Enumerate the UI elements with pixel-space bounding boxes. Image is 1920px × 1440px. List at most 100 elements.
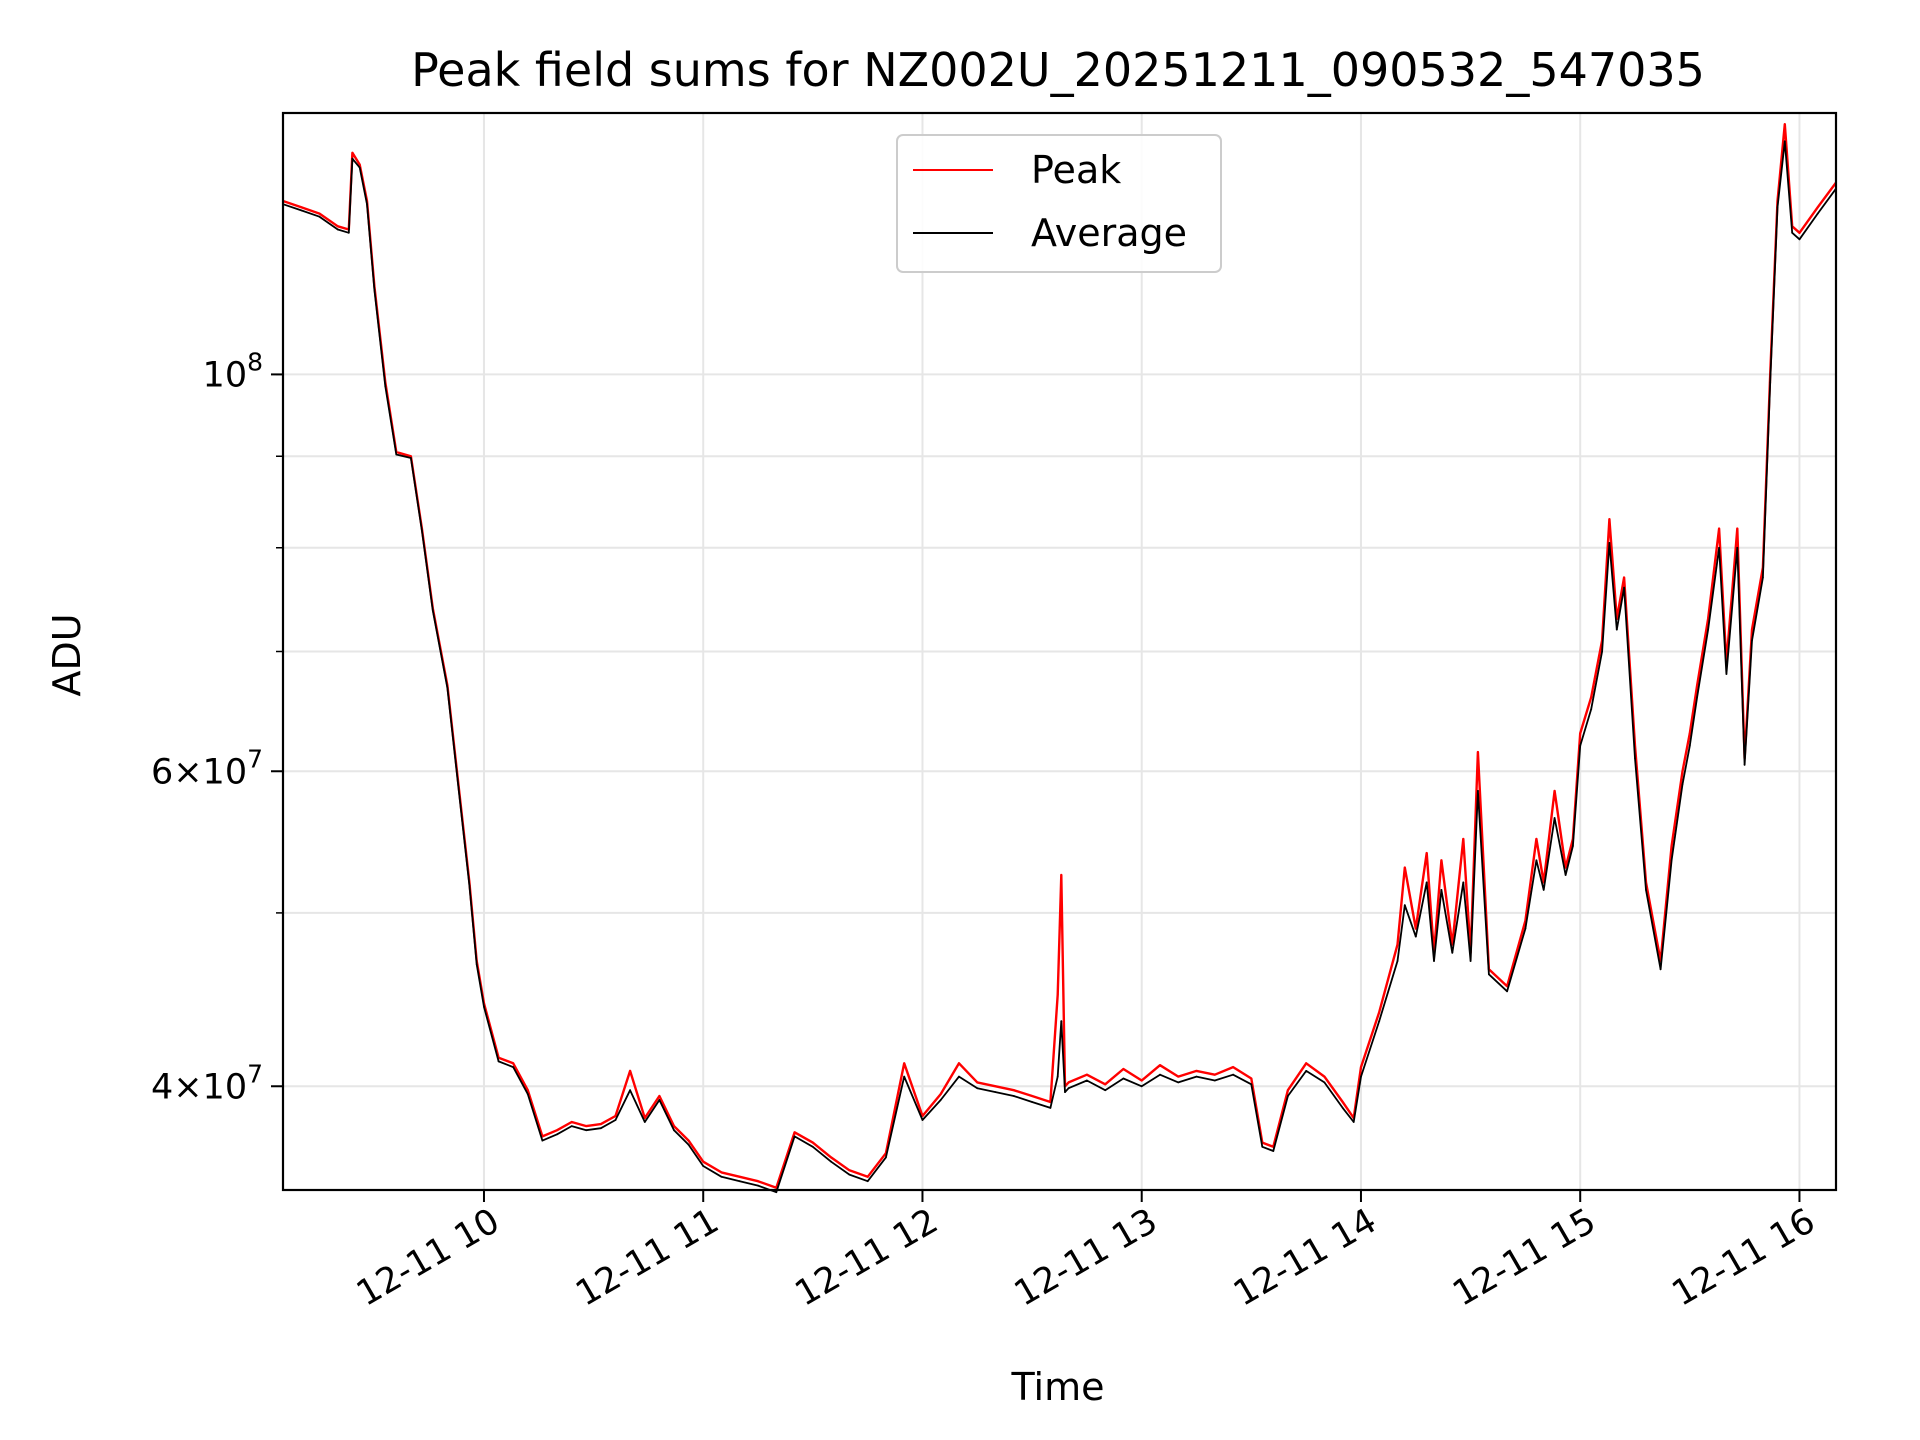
legend: Peak Average — [896, 134, 1222, 273]
data-point-peak — [1681, 770, 1684, 773]
legend-label-peak: Peak — [1031, 148, 1121, 192]
data-point-average — [1440, 889, 1443, 891]
data-point-average — [1232, 1073, 1234, 1076]
data-point-average — [483, 1006, 485, 1008]
data-point-peak — [1707, 618, 1709, 620]
data-point-average — [1403, 904, 1406, 907]
data-point-peak — [358, 163, 361, 166]
data-point-average — [1659, 968, 1662, 971]
data-point-average — [1743, 763, 1746, 766]
legend-label-average: Average — [1031, 211, 1187, 255]
data-point-peak — [1031, 1095, 1033, 1097]
data-point-peak — [1553, 790, 1556, 792]
data-point-average — [1396, 960, 1399, 962]
data-point-average — [1195, 1075, 1198, 1078]
data-point-average — [1762, 576, 1764, 579]
data-point-average — [395, 453, 398, 456]
data-point-peak — [1462, 838, 1465, 840]
data-point-peak — [1608, 518, 1611, 521]
data-point-average — [1542, 889, 1545, 891]
data-point-average — [1688, 744, 1691, 747]
data-point-peak — [1670, 845, 1673, 847]
data-point-peak — [1688, 732, 1691, 735]
data-point-peak — [1360, 1066, 1362, 1068]
data-point-average — [830, 1160, 832, 1163]
data-point-peak — [1425, 852, 1428, 854]
data-point-average — [1060, 1020, 1063, 1022]
data-point-average — [384, 385, 387, 387]
x-axis-label: Time — [1011, 1365, 1105, 1409]
data-point-peak — [1140, 1079, 1143, 1082]
data-point-average — [994, 1091, 997, 1093]
data-point-peak — [318, 212, 321, 215]
data-point-peak — [351, 151, 354, 154]
data-point-average — [702, 1165, 705, 1167]
data-point-average — [468, 884, 471, 887]
data-point-average — [1272, 1150, 1275, 1152]
data-point-average — [1488, 973, 1490, 976]
data-point-peak — [512, 1062, 515, 1065]
data-point-peak — [939, 1093, 942, 1095]
data-point-average — [939, 1099, 942, 1101]
data-point-peak — [1798, 231, 1801, 234]
data-point-average — [1798, 238, 1801, 241]
y-tick-label: 4×107 — [151, 1059, 263, 1107]
data-point-peak — [1396, 943, 1399, 946]
data-point-average — [1707, 628, 1709, 631]
data-point-peak — [1250, 1077, 1253, 1080]
data-point-average — [431, 609, 434, 612]
data-point-peak — [738, 1175, 741, 1178]
data-point-average — [1564, 874, 1567, 876]
data-point-average — [526, 1093, 529, 1095]
data-point-average — [1553, 817, 1556, 819]
data-point-average — [1524, 927, 1527, 930]
data-point-peak — [1696, 684, 1698, 687]
data-point-average — [1341, 1107, 1344, 1109]
data-point-average — [1769, 381, 1772, 384]
data-point-average — [1159, 1073, 1161, 1076]
data-point-average — [1414, 935, 1417, 938]
data-point-peak — [1736, 527, 1739, 530]
data-point-average — [1462, 881, 1465, 884]
data-point-average — [1177, 1081, 1180, 1084]
data-point-peak — [1718, 527, 1720, 530]
data-point-average — [720, 1175, 723, 1178]
data-point-average — [556, 1133, 558, 1136]
data-point-peak — [994, 1085, 997, 1088]
data-point-average — [1287, 1095, 1289, 1097]
data-point-peak — [687, 1139, 690, 1142]
data-point-peak — [1104, 1083, 1107, 1086]
data-point-peak — [1751, 628, 1753, 631]
data-point-peak — [1535, 838, 1538, 840]
data-point-average — [1670, 859, 1673, 862]
data-point-peak — [830, 1156, 832, 1159]
data-point-peak — [1159, 1064, 1161, 1067]
data-point-average — [1012, 1095, 1015, 1097]
data-point-average — [585, 1129, 588, 1132]
data-point-average — [1725, 673, 1728, 675]
data-point-average — [1696, 696, 1698, 699]
data-point-average — [1608, 542, 1611, 544]
data-point-peak — [336, 225, 339, 228]
data-point-average — [347, 231, 350, 234]
data-point-average — [643, 1121, 646, 1123]
data-point-average — [475, 963, 478, 966]
data-point-peak — [1579, 732, 1582, 735]
data-point-average — [1086, 1079, 1088, 1082]
data-point-average — [1122, 1077, 1125, 1080]
data-point-average — [1378, 1020, 1381, 1022]
data-point-average — [1250, 1083, 1253, 1086]
data-point-average — [358, 166, 361, 169]
data-point-average — [658, 1099, 661, 1101]
data-point-peak — [1590, 696, 1593, 699]
data-point-average — [687, 1143, 690, 1146]
data-point-average — [775, 1191, 778, 1194]
data-point-average — [866, 1180, 869, 1183]
data-point-peak — [1213, 1073, 1216, 1076]
data-point-average — [903, 1075, 906, 1078]
data-point-average — [351, 157, 354, 160]
data-point-average — [1352, 1121, 1355, 1123]
data-point-average — [811, 1145, 814, 1148]
data-point-peak — [976, 1081, 979, 1084]
